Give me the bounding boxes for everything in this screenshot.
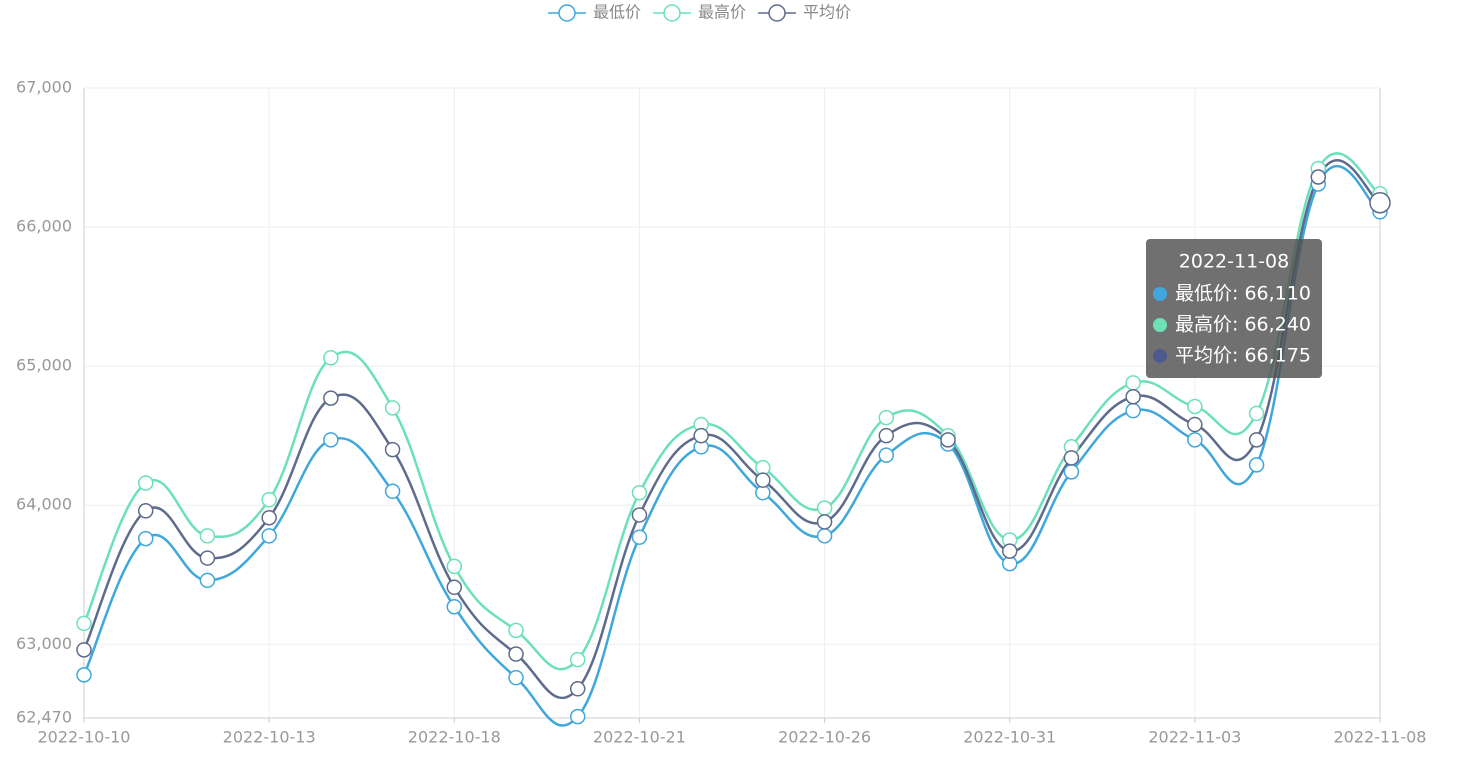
point <box>1369 191 1391 214</box>
y-tick-label: 63,000 <box>16 634 72 653</box>
point <box>1001 543 1018 559</box>
x-tick-label: 2022-10-21 <box>593 728 686 747</box>
point <box>1248 405 1265 422</box>
point <box>1063 450 1080 466</box>
point <box>878 409 895 426</box>
point <box>1063 464 1080 480</box>
legend-label: 平均价 <box>803 3 851 22</box>
point <box>446 558 463 575</box>
point <box>384 441 401 458</box>
tooltip-line: 最低价: 66,110 <box>1175 283 1311 305</box>
point <box>569 651 586 668</box>
tooltip-dot <box>1153 287 1167 301</box>
x-tick-label: 2022-11-08 <box>1334 728 1427 747</box>
x-tick-label: 2022-10-26 <box>778 728 871 747</box>
legend-label: 最低价 <box>593 3 641 22</box>
point <box>323 390 339 406</box>
point <box>1125 375 1141 391</box>
legend-label: 最高价 <box>698 3 746 22</box>
point <box>508 646 524 662</box>
point <box>1125 388 1141 405</box>
series-line <box>82 165 1381 727</box>
point <box>1187 416 1203 433</box>
y-tick-label: 62,470 <box>16 708 72 727</box>
point <box>76 615 92 632</box>
point <box>816 500 833 516</box>
tooltip-dot <box>1153 349 1167 363</box>
tooltip-title: 2022-11-08 <box>1179 251 1289 273</box>
tooltip-dot <box>1153 318 1167 332</box>
tooltip: 2022-11-08 最低价: 66,110 最高价: 66,240 平均价: 66,… <box>1146 239 1322 378</box>
point <box>137 503 154 519</box>
point <box>940 432 956 448</box>
point <box>1125 402 1141 419</box>
point <box>384 483 401 500</box>
point <box>631 484 648 501</box>
point <box>508 622 524 639</box>
point <box>1310 169 1327 185</box>
y-tick-label: 66,000 <box>16 217 72 236</box>
legend-item[interactable]: 最低价 <box>548 3 641 22</box>
point <box>878 447 895 463</box>
y-tick-label: 64,000 <box>16 495 72 514</box>
point <box>1187 432 1203 448</box>
x-tick-label: 2022-11-03 <box>1148 728 1241 747</box>
x-tick-label: 2022-10-31 <box>963 728 1056 747</box>
point <box>199 572 216 589</box>
point <box>631 529 648 545</box>
legend-item[interactable]: 最高价 <box>653 3 746 22</box>
tooltip-line: 平均价: 66,175 <box>1175 345 1311 367</box>
point <box>693 427 709 444</box>
point <box>261 528 277 544</box>
y-tick-label: 67,000 <box>16 78 72 97</box>
point <box>137 475 154 491</box>
point <box>384 400 401 416</box>
legend-marker <box>768 4 786 22</box>
point <box>1248 432 1265 448</box>
point <box>755 472 771 488</box>
tooltip-line: 最高价: 66,240 <box>1175 314 1311 336</box>
point <box>816 528 833 544</box>
point <box>1187 398 1203 415</box>
point <box>323 350 339 366</box>
point <box>508 669 524 686</box>
point <box>261 491 277 508</box>
point <box>1248 457 1265 473</box>
series-line <box>82 152 1381 671</box>
point <box>446 579 463 596</box>
legend-marker <box>558 4 576 22</box>
point <box>137 530 154 547</box>
tooltip-bg <box>1146 239 1322 378</box>
point <box>261 509 277 526</box>
point <box>76 642 92 658</box>
point <box>199 528 216 544</box>
point <box>878 427 895 444</box>
point <box>446 598 463 615</box>
point <box>323 432 339 448</box>
point <box>569 708 586 725</box>
y-tick-label: 65,000 <box>16 356 72 375</box>
x-tick-label: 2022-10-13 <box>223 728 316 747</box>
point <box>76 667 92 683</box>
x-tick-label: 2022-10-18 <box>408 728 501 747</box>
point <box>631 507 648 523</box>
legend-marker <box>663 4 681 22</box>
point <box>199 550 216 566</box>
point <box>569 681 586 697</box>
x-tick-label: 2022-10-10 <box>38 728 131 747</box>
point <box>816 514 833 530</box>
legend-item[interactable]: 平均价 <box>758 3 851 22</box>
